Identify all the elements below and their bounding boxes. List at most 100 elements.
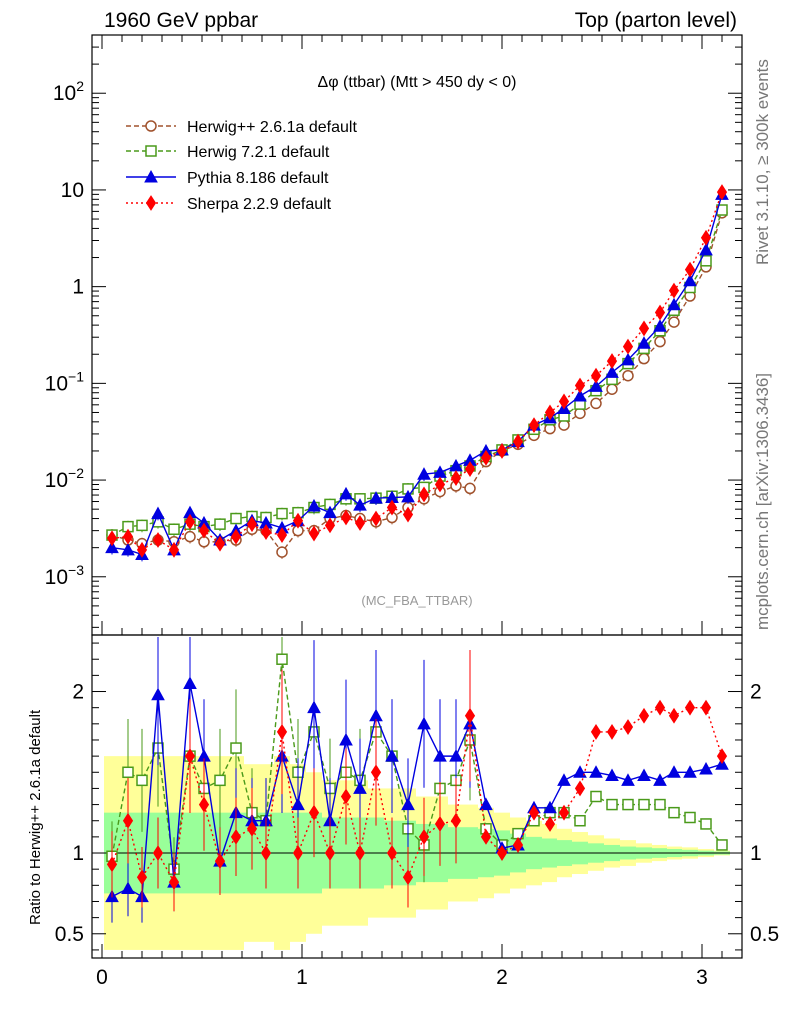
data-point: [574, 780, 586, 797]
data-point: [654, 335, 666, 348]
data-point: [638, 707, 650, 724]
data-point: [716, 184, 728, 201]
legend-marker: [145, 145, 157, 157]
data-point: [667, 297, 681, 311]
ratio-y-tick-label: 2: [72, 681, 84, 704]
data-point: [260, 524, 272, 540]
data-point: [168, 523, 180, 536]
y-tick-label: 102: [53, 78, 84, 105]
data-point: [246, 820, 258, 837]
data-point: [683, 273, 697, 287]
data-point: [621, 352, 635, 366]
data-point: [151, 506, 165, 520]
ratio-series-1: [105, 637, 729, 923]
data-point: [543, 800, 557, 814]
data-point: [105, 540, 119, 554]
ratio-y-tick-label-right: 2: [750, 681, 762, 704]
data-point: [214, 518, 226, 530]
data-point: [450, 470, 462, 486]
frame-layer: [91, 34, 743, 959]
data-point: [590, 723, 602, 740]
series-line: [111, 209, 723, 536]
data-point: [638, 352, 650, 365]
data-point: [230, 828, 242, 845]
data-point: [122, 528, 134, 545]
data-point: [434, 476, 446, 493]
data-point: [121, 881, 135, 895]
ratio-y-tick-label-right: 1: [750, 842, 762, 865]
data-point: [214, 774, 226, 787]
data-point: [385, 749, 399, 762]
data-point: [324, 517, 336, 534]
data-point: [340, 788, 352, 805]
data-point: [621, 773, 635, 786]
legend-label: Herwig++ 2.6.1a default: [187, 119, 357, 136]
data-point: [654, 798, 666, 811]
series-line: [111, 191, 723, 551]
data-point: [307, 498, 321, 512]
data-point: [230, 512, 242, 525]
data-point: [292, 845, 304, 861]
data-point: [638, 798, 650, 811]
data-point: [684, 699, 696, 716]
data-point: [292, 512, 304, 529]
data-point: [106, 856, 118, 873]
data-point: [668, 282, 680, 299]
data-point: [544, 816, 556, 832]
legend-entry: Sherpa 2.2.9 default: [126, 195, 332, 213]
legend-entry: Pythia 8.186 default: [126, 169, 329, 187]
data-point: [699, 762, 713, 775]
data-point: [276, 723, 288, 740]
data-point: [667, 765, 681, 778]
data-point: [699, 242, 713, 256]
data-point: [136, 869, 148, 886]
data-point: [637, 768, 651, 782]
data-point: [214, 535, 226, 552]
tick-layer: 10−3 10−2 10−1 1 10 102 0 1 2 3 0.5 1 2 0.5 1 2: [45, 35, 779, 989]
data-point: [433, 749, 447, 762]
data-point: [260, 845, 272, 861]
data-point: [589, 379, 603, 392]
y-tick-label: 10−2: [45, 465, 85, 492]
series-layer: [105, 184, 729, 923]
data-point: [418, 486, 430, 503]
main-series-1: [106, 204, 728, 542]
legend: Herwig++ 2.6.1a default Herwig 7.2.1 defa…: [126, 119, 357, 213]
data-point: [401, 489, 415, 503]
series-line: [111, 706, 723, 885]
data-point: [700, 699, 712, 716]
data-point: [605, 365, 619, 378]
data-point: [605, 768, 619, 782]
data-point: [622, 719, 634, 735]
data-point: [136, 774, 148, 787]
data-point: [716, 748, 728, 765]
header-right: Top (parton level): [575, 9, 737, 32]
data-point: [450, 812, 462, 829]
data-point: [369, 491, 383, 504]
data-point: [353, 498, 367, 511]
series-line: [111, 659, 723, 870]
data-point: [184, 748, 196, 765]
data-point: [637, 336, 651, 349]
data-point: [386, 845, 398, 861]
data-point: [106, 530, 118, 547]
data-point: [464, 461, 476, 477]
legend-entry: Herwig++ 2.6.1a default: [126, 119, 357, 136]
analysis-watermark: (MC_FBA_TTBAR): [361, 593, 472, 608]
data-point: [121, 542, 135, 556]
data-point: [512, 433, 524, 450]
data-point: [276, 653, 288, 665]
y-tick-label: 10: [61, 179, 84, 202]
plot-title: Δφ (ttbar) (Mtt > 450 dy < 0): [318, 74, 517, 91]
data-point: [339, 732, 353, 746]
rivet-label: Rivet 3.1.10, ≥ 300k events: [753, 59, 772, 265]
data-point: [168, 541, 180, 558]
data-point: [668, 707, 680, 724]
data-point: [353, 781, 367, 794]
data-point: [434, 816, 446, 832]
data-point: [590, 790, 602, 803]
data-point: [354, 515, 366, 531]
series-line: [111, 194, 723, 556]
data-point: [308, 525, 320, 542]
